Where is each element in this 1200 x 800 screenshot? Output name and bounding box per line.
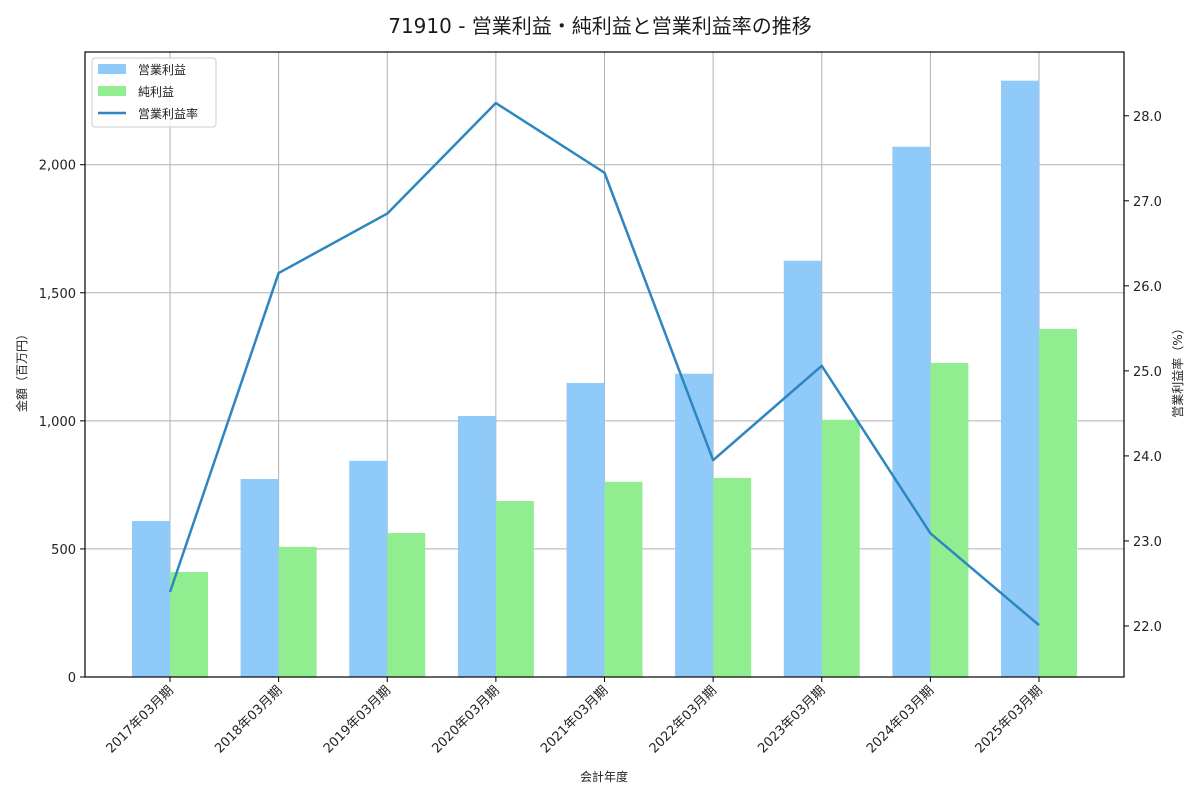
legend-label-operating-profit: 営業利益	[138, 63, 186, 77]
bar-series	[132, 80, 1077, 677]
legend-swatch-net-profit	[98, 86, 126, 96]
bar-operating-profit	[892, 146, 931, 677]
x-axis: 2017年03月期 2018年03月期 2019年03月期 2020年03月期 2021…	[104, 677, 1046, 757]
legend-box	[91, 57, 217, 128]
x-tick-label: 2024年03月期	[864, 683, 937, 756]
y-axis-right-label: 営業利益率（%）	[1170, 322, 1185, 417]
bar-operating-profit	[1001, 80, 1039, 677]
y-right-tick-label: 24.0	[1133, 450, 1162, 465]
bar-net-profit	[713, 477, 752, 677]
line-series	[168, 101, 1040, 627]
x-tick-label: 2023年03月期	[755, 683, 828, 756]
x-tick-label: 2025年03月期	[973, 683, 1046, 756]
y-right-tick-label: 25.0	[1133, 365, 1162, 380]
line-operating-margin	[168, 101, 1040, 627]
y-left-tick-label: 1,500	[39, 287, 76, 302]
y-right-tick-label: 28.0	[1133, 110, 1162, 125]
x-axis-label: 会計年度	[580, 769, 628, 784]
bar-operating-profit	[240, 478, 279, 677]
bar-net-profit	[278, 546, 317, 677]
x-tick-label: 2018年03月期	[212, 683, 285, 756]
x-tick-label: 2022年03月期	[647, 683, 720, 756]
legend-label-net-profit: 純利益	[138, 85, 174, 99]
bar-operating-profit	[132, 521, 170, 677]
x-tick-label: 2020年03月期	[429, 683, 502, 756]
y-right-tick-label: 27.0	[1133, 195, 1162, 210]
x-tick-label: 2019年03月期	[321, 683, 394, 756]
bar-operating-profit	[566, 382, 605, 677]
bar-operating-profit	[349, 460, 388, 677]
legend-swatch-operating-profit	[98, 64, 126, 74]
y-left-tick-label: 500	[51, 543, 76, 558]
y-right-tick-label: 23.0	[1133, 535, 1162, 550]
chart-title: 71910 - 営業利益・純利益と営業利益率の推移	[388, 14, 812, 38]
x-tick-label: 2017年03月期	[104, 683, 177, 756]
bar-net-profit	[604, 481, 643, 677]
y-left-tick-label: 1,000	[39, 415, 76, 430]
bar-net-profit	[821, 419, 860, 677]
y-right-tick-label: 26.0	[1133, 280, 1162, 295]
legend-label-operating-margin: 営業利益率	[138, 106, 198, 121]
bar-operating-profit	[675, 373, 714, 677]
y-left-tick-label: 2,000	[39, 159, 76, 174]
bar-net-profit	[1039, 328, 1077, 677]
legend: 営業利益 純利益 営業利益率	[91, 57, 217, 128]
y-right-tick-label: 22.0	[1133, 620, 1162, 635]
bar-net-profit	[387, 533, 426, 677]
x-tick-label: 2021年03月期	[538, 683, 611, 756]
bar-operating-profit	[783, 260, 822, 677]
y-left-tick-label: 0	[68, 671, 76, 686]
left-y-axis: 0 500 1,000 1,500 2,000	[39, 159, 85, 686]
bar-net-profit	[170, 571, 208, 677]
bar-net-profit	[930, 362, 969, 677]
bar-operating-profit	[457, 415, 496, 677]
y-axis-left-label: 金額（百万円）	[14, 328, 29, 412]
right-y-axis: 22.0 23.0 24.0 25.0 26.0 27.0 28.0	[1124, 110, 1162, 635]
bar-net-profit	[495, 501, 534, 677]
